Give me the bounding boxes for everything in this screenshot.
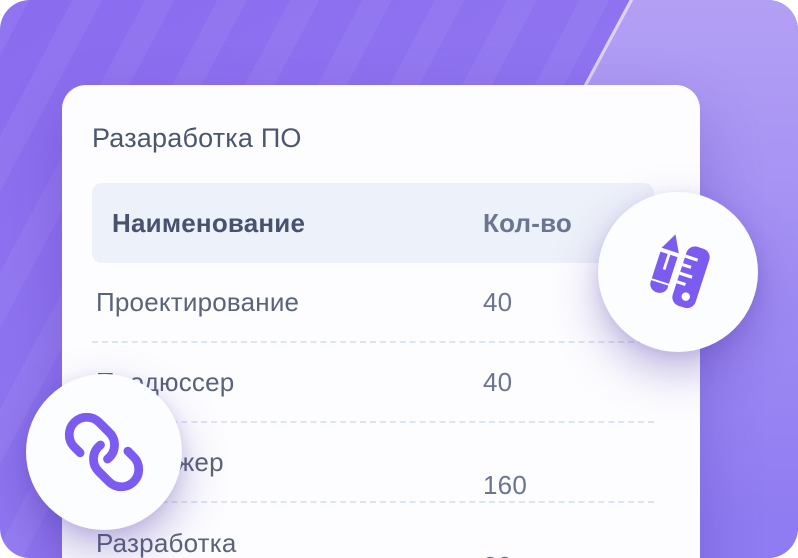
table-row: Проектирование 40 [92, 263, 654, 343]
pencil-ruler-icon [630, 224, 726, 320]
row-qty: 80 [483, 551, 650, 558]
row-qty: 40 [483, 286, 513, 317]
table-row: Продюссер 40 [92, 343, 654, 423]
edit-badge-button[interactable] [598, 192, 758, 352]
card-title: Разаработка ПО [92, 123, 302, 153]
data-table: Наименование Кол-во Проектирование 40 Пр… [92, 183, 654, 558]
link-badge-button[interactable] [26, 374, 182, 530]
table-header-row: Наименование Кол-во [92, 183, 654, 263]
table-header-qty: Кол-во [483, 207, 573, 238]
row-name: Разработка [96, 527, 237, 558]
row-name: Проектирование [96, 286, 300, 317]
link-icon [62, 410, 146, 494]
row-qty: 40 [483, 366, 513, 397]
row-qty: 160 [483, 469, 527, 500]
table-header-name: Наименование [112, 207, 306, 238]
table-row: Разработка 80 [92, 503, 654, 558]
